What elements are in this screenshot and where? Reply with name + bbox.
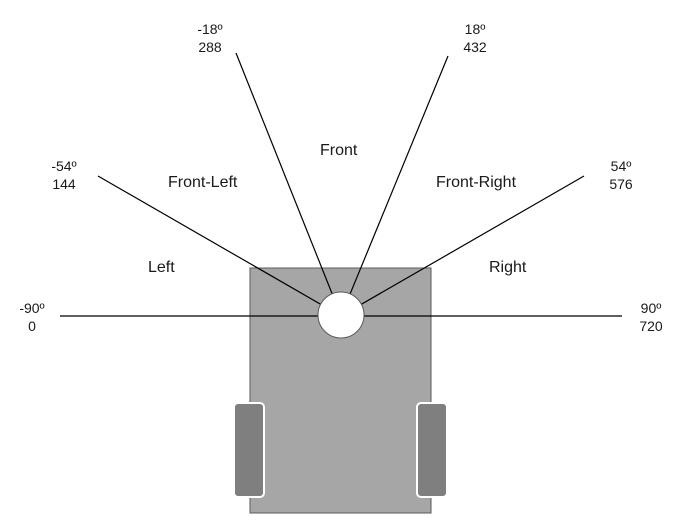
ray-angle: 54º [610, 158, 632, 174]
ray-label-minus-54: -54º 144 [44, 157, 84, 193]
sensor-circle [317, 291, 365, 339]
ray-angle: -54º [51, 158, 77, 174]
ray-label-plus-18: 18º 432 [455, 20, 495, 56]
ray-value: 576 [609, 176, 633, 192]
ray-plus-54 [340, 175, 585, 317]
ray-minus-54 [97, 175, 342, 317]
ray-angle: 18º [464, 21, 486, 37]
ray-angle: -18º [197, 21, 223, 37]
ray-label-plus-90: 90º 720 [631, 299, 671, 335]
ray-value: 144 [52, 176, 76, 192]
zone-front-right-label: Front-Right [436, 174, 517, 191]
ray-minus-18 [235, 52, 342, 317]
ray-value: 0 [28, 318, 36, 334]
ray-angle: -90º [19, 300, 45, 316]
zone-left-label: Left [148, 259, 175, 276]
ray-value: 288 [198, 39, 222, 55]
ray-value: 432 [463, 39, 487, 55]
right-wheel [416, 402, 448, 498]
ray-label-minus-90: -90º 0 [14, 299, 50, 335]
zone-front-label: Front [320, 142, 358, 159]
ray-angle: 90º [640, 300, 662, 316]
left-wheel [233, 402, 265, 498]
ray-label-minus-18: -18º 288 [190, 20, 230, 56]
zone-right-label: Right [489, 259, 527, 276]
ray-label-plus-54: 54º 576 [601, 157, 641, 193]
zone-front-left-label: Front-Left [168, 174, 238, 191]
ray-value: 720 [639, 318, 663, 334]
ray-plus-18 [340, 55, 449, 317]
